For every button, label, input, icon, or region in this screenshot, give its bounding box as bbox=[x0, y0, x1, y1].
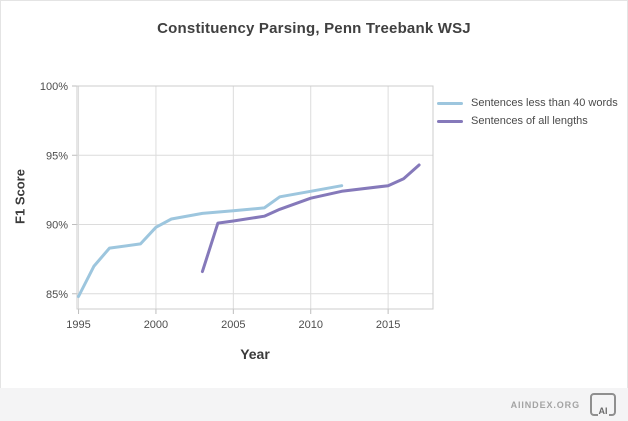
chart-title: Constituency Parsing, Penn Treebank WSJ bbox=[157, 20, 471, 37]
ai-index-logo-icon: AI bbox=[590, 393, 616, 416]
footer-source-text: AIINDEX.ORG bbox=[510, 399, 580, 410]
x-axis-title: Year bbox=[240, 346, 270, 362]
series-line-all-lengths bbox=[200, 163, 421, 274]
x-tick-label: 2000 bbox=[144, 319, 168, 331]
ai-index-logo-text: AI bbox=[597, 406, 609, 416]
x-tick-label: 2015 bbox=[376, 319, 400, 331]
y-tick-label: 100% bbox=[40, 81, 68, 93]
legend-label-under-40-words: Sentences less than 40 words bbox=[471, 97, 618, 109]
x-tick-label: 2005 bbox=[221, 319, 245, 331]
y-axis-title: F1 Score bbox=[12, 169, 28, 224]
legend-swatch-under-40-words bbox=[437, 101, 463, 105]
legend-item-all-lengths: Sentences of all lengths bbox=[437, 112, 618, 130]
y-tick-label: 95% bbox=[46, 150, 68, 162]
legend-item-under-40-words: Sentences less than 40 words bbox=[437, 94, 618, 112]
series-line-under-40-words bbox=[77, 184, 344, 298]
legend-swatch-all-lengths bbox=[437, 119, 463, 123]
y-tick-label: 85% bbox=[46, 289, 68, 301]
plot-border bbox=[76, 85, 434, 310]
x-tick-label: 2010 bbox=[298, 319, 322, 331]
legend-label-all-lengths: Sentences of all lengths bbox=[471, 115, 588, 127]
legend: Sentences less than 40 words Sentences o… bbox=[437, 94, 618, 130]
footer: AIINDEX.ORG AI bbox=[0, 388, 628, 421]
x-tick-label: 1995 bbox=[66, 319, 90, 331]
y-tick-label: 90% bbox=[46, 220, 68, 232]
